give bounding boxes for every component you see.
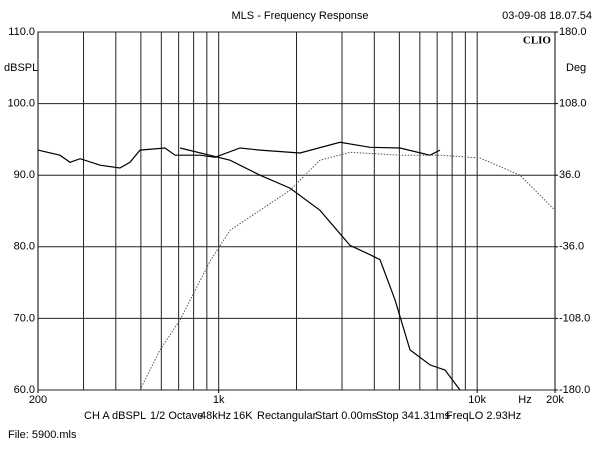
y-tick-label: 80.0 [14, 241, 35, 253]
x-tick-label: 10k [468, 394, 486, 406]
y-tick-label: 100.0 [7, 98, 35, 110]
info-field: 48kHz [200, 410, 231, 422]
y-tick-label: 70.0 [14, 312, 35, 324]
response-curve [37, 141, 441, 169]
response-curve [139, 151, 556, 391]
file-name: File: 5900.mls [8, 429, 77, 441]
response-curve [179, 147, 461, 391]
info-field: Start 0.00ms [315, 410, 378, 422]
logo-box [523, 33, 554, 47]
info-field: Rectangular [257, 410, 317, 422]
info-field: Stop 341.31ms [376, 410, 450, 422]
y-tick-label: 90.0 [14, 169, 35, 181]
y2-tick-label: -180.0 [559, 384, 590, 396]
timestamp: 03-09-08 18.07.54 [502, 10, 592, 22]
y2-tick-label: 180.0 [559, 26, 587, 38]
x-axis-label: Hz [518, 394, 531, 406]
y-axis-label: dBSPL [4, 62, 38, 74]
y2-axis-label: Deg [566, 62, 586, 74]
y2-tick-label: -36.0 [559, 241, 584, 253]
info-field: dBSPL [112, 410, 146, 422]
y2-tick-label: 108.0 [559, 98, 587, 110]
x-tick-label: 20k [546, 394, 564, 406]
y2-tick-label: 36.0 [559, 169, 580, 181]
info-field: FreqLO 2.93Hz [446, 410, 521, 422]
y-tick-label: 60.0 [14, 384, 35, 396]
logo: CLIO [523, 35, 552, 47]
info-field: 16K [233, 410, 253, 422]
info-field: 1/2 Octave [150, 410, 203, 422]
y-tick-label: 110.0 [8, 26, 35, 38]
info-field: CH A [84, 410, 110, 422]
chart-title: MLS - Frequency Response [232, 10, 369, 22]
x-tick-label: 1k [213, 394, 225, 406]
y2-tick-label: -108.0 [559, 312, 590, 324]
x-tick-label: 200 [29, 394, 47, 406]
